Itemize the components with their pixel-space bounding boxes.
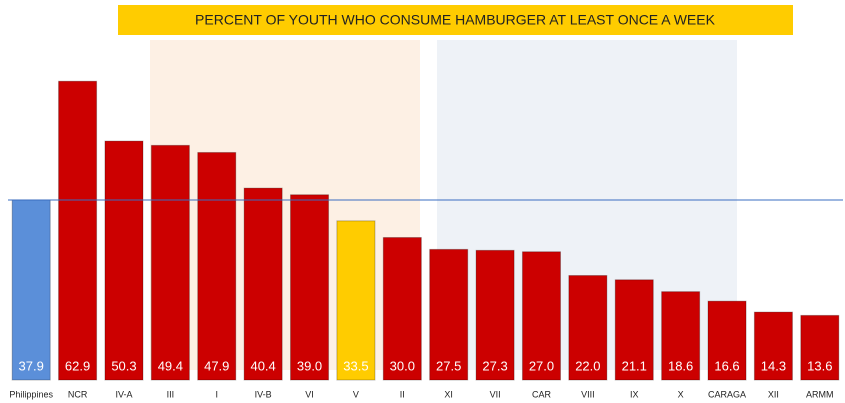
value-label: 16.6 [714, 358, 739, 373]
value-label: 39.0 [297, 358, 322, 373]
bar [243, 187, 283, 381]
value-label: 22.0 [575, 358, 600, 373]
bar [336, 220, 376, 381]
value-label: 50.3 [111, 358, 136, 373]
bar [150, 144, 190, 381]
value-label: 21.1 [622, 358, 647, 373]
watermark [150, 40, 420, 370]
x-tick-label: Philippines [9, 389, 53, 399]
bar [568, 275, 608, 381]
bar [475, 249, 515, 381]
x-tick-label: V [353, 389, 359, 399]
bar [521, 251, 561, 381]
x-tick-label: III [167, 389, 175, 399]
x-tick-label: II [400, 389, 405, 399]
bar [800, 314, 840, 381]
x-tick-label: XII [768, 389, 779, 399]
bar [290, 194, 330, 381]
x-tick-label: CARAGA [708, 389, 746, 399]
x-tick-label: ARMM [806, 389, 834, 399]
x-tick-label: I [215, 389, 218, 399]
bar [197, 151, 237, 381]
x-tick-label: VIII [581, 389, 595, 399]
value-label: 40.4 [250, 358, 275, 373]
bar [753, 311, 793, 381]
bar [429, 248, 469, 381]
x-tick-label: X [678, 389, 684, 399]
value-label: 18.6 [668, 358, 693, 373]
bar [58, 80, 98, 381]
x-tick-label: NCR [68, 389, 88, 399]
value-label: 27.3 [482, 358, 507, 373]
x-tick-label: VI [305, 389, 314, 399]
value-label: 37.9 [19, 358, 44, 373]
title-band [118, 5, 793, 35]
bar [11, 199, 51, 381]
x-tick-label: CAR [532, 389, 552, 399]
value-label: 27.0 [529, 358, 554, 373]
x-tick-label: IV-B [255, 389, 272, 399]
bar [382, 237, 422, 381]
value-label: 49.4 [158, 358, 183, 373]
x-tick-label: VII [490, 389, 501, 399]
bar [661, 291, 701, 381]
value-label: 14.3 [761, 358, 786, 373]
value-label: 47.9 [204, 358, 229, 373]
value-label: 33.5 [343, 358, 368, 373]
x-tick-label: IX [630, 389, 639, 399]
value-label: 27.5 [436, 358, 461, 373]
chart-title: PERCENT OF YOUTH WHO CONSUME HAMBURGER A… [195, 12, 716, 28]
bar [614, 279, 654, 381]
x-tick-label: XI [444, 389, 453, 399]
bar [707, 300, 747, 381]
x-tick-label: IV-A [115, 389, 132, 399]
bar [104, 140, 144, 381]
value-label: 13.6 [807, 358, 832, 373]
value-label: 30.0 [390, 358, 415, 373]
value-label: 62.9 [65, 358, 90, 373]
